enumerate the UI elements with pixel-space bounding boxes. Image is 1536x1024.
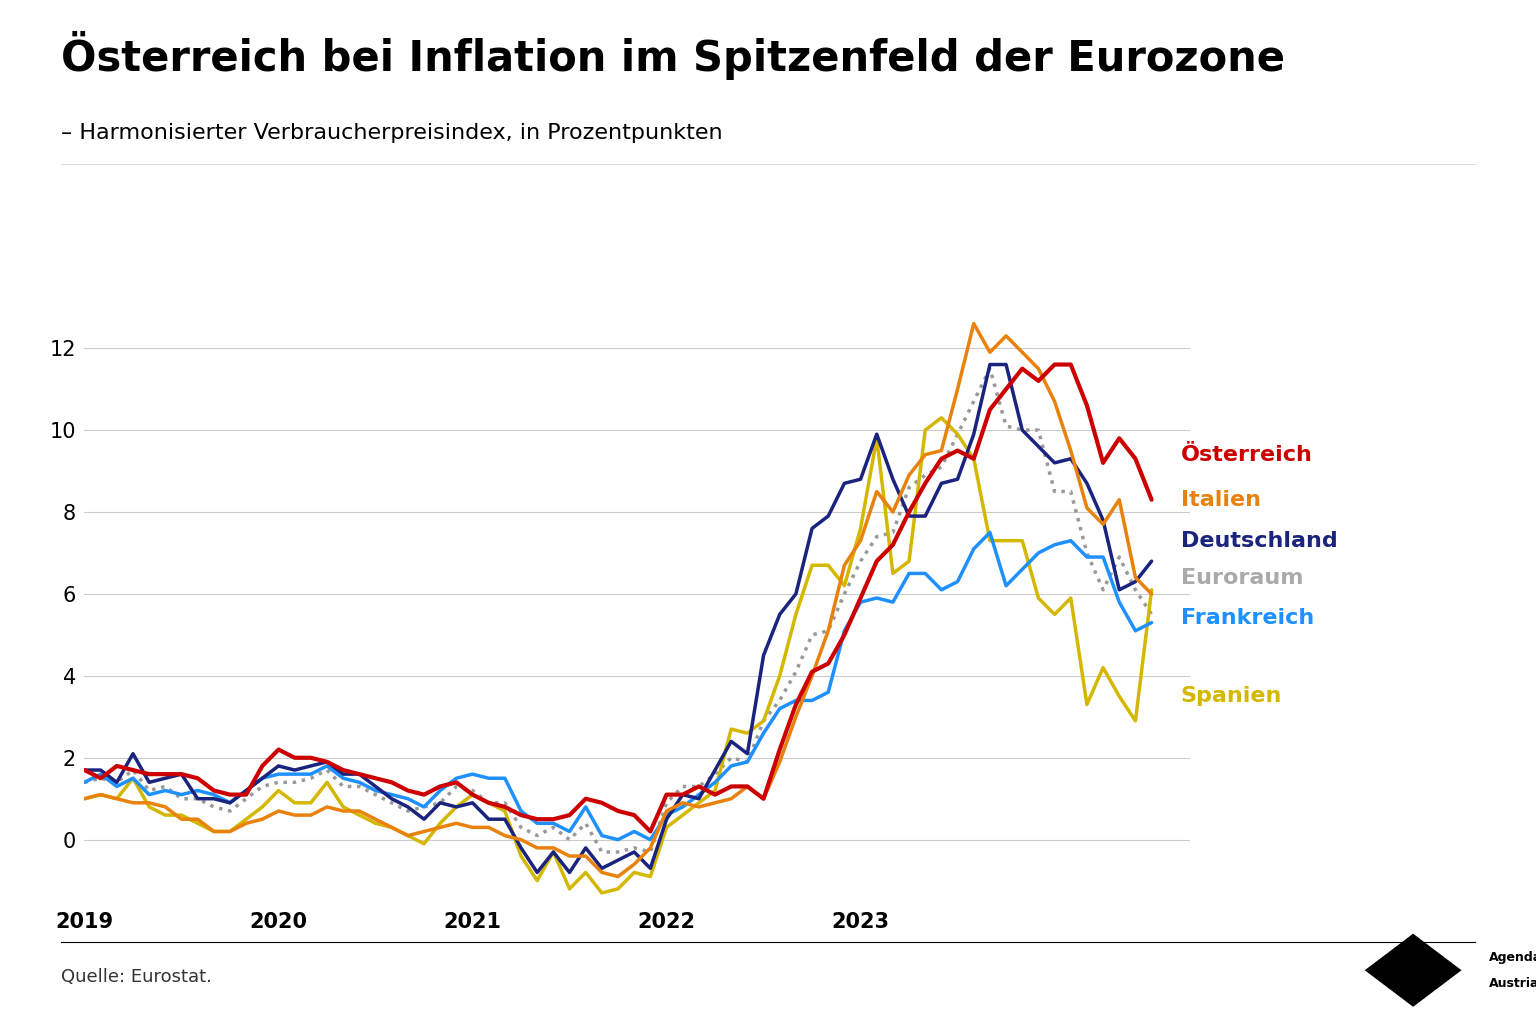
Text: Spanien: Spanien <box>1181 686 1283 707</box>
Text: Österreich bei Inflation im Spitzenfeld der Eurozone: Österreich bei Inflation im Spitzenfeld … <box>61 31 1286 80</box>
Text: Frankreich: Frankreich <box>1181 608 1313 629</box>
Text: Agenda: Agenda <box>1490 950 1536 964</box>
Text: – Harmonisierter Verbraucherpreisindex, in Prozentpunkten: – Harmonisierter Verbraucherpreisindex, … <box>61 123 723 143</box>
Text: Euroraum: Euroraum <box>1181 567 1303 588</box>
Text: Österreich: Österreich <box>1181 444 1313 465</box>
Text: Deutschland: Deutschland <box>1181 530 1338 551</box>
Text: Austria: Austria <box>1490 977 1536 990</box>
Text: Quelle: Eurostat.: Quelle: Eurostat. <box>61 968 212 986</box>
Text: Italien: Italien <box>1181 489 1261 510</box>
Polygon shape <box>1366 934 1461 1007</box>
